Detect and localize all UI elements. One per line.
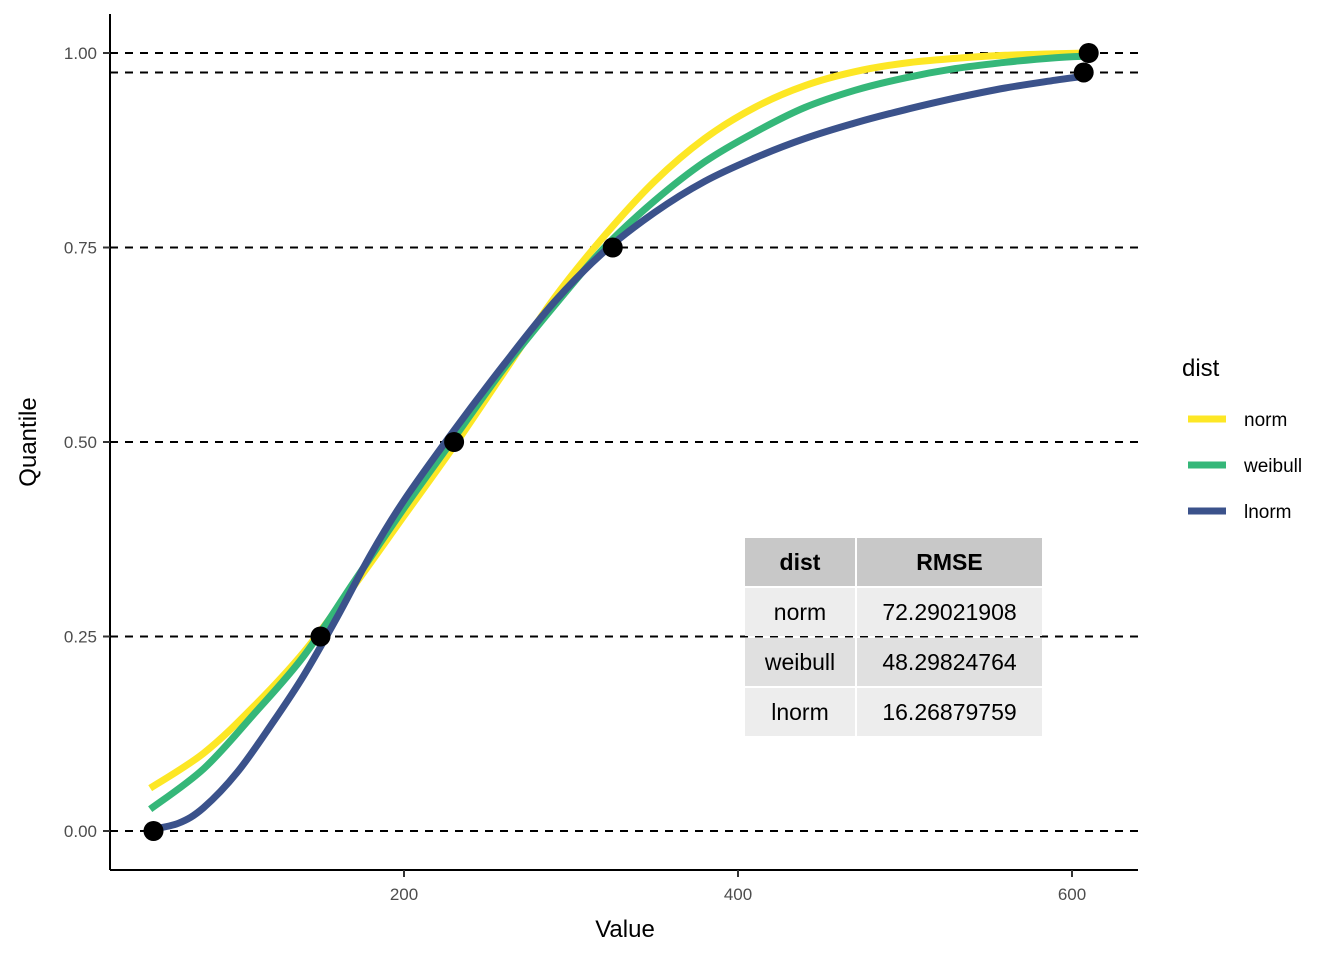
y-ticks: 0.00 0.25 0.50 0.75 1.00 [64, 44, 110, 841]
x-tick-label-1: 400 [724, 885, 752, 904]
legend-label-norm: norm [1244, 410, 1287, 431]
table-cell-r3-c0: lnorm [771, 699, 829, 725]
y-tick-label-0: 0.00 [64, 822, 97, 841]
table-cell-bg-r0-c0 [745, 538, 855, 586]
x-ticks: 200 400 600 [390, 870, 1086, 904]
table-cell-bg-r2-c0 [745, 638, 855, 686]
legend-label-lnorm: lnorm [1244, 502, 1292, 523]
data-point-1 [310, 626, 331, 647]
table-header-c1: RMSE [916, 549, 982, 575]
legend-title: dist [1182, 355, 1220, 382]
data-point-3 [602, 237, 623, 258]
y-axis-title: Quantile [15, 397, 42, 486]
table-cell-r3-c1: 16.26879759 [882, 699, 1016, 725]
table-cell-r2-c1: 48.29824764 [882, 649, 1017, 675]
data-point-4 [1073, 62, 1094, 83]
table-cell-bg-r2-c1 [857, 638, 1042, 686]
data-point-2 [444, 432, 465, 452]
y-tick-label-3: 0.75 [64, 239, 97, 258]
x-tick-label-2: 600 [1058, 885, 1086, 904]
quantile-points [143, 43, 1099, 841]
table-cell-r1-c1: 72.29021908 [882, 599, 1016, 625]
table-cell-r2-c0: weibull [764, 649, 835, 675]
y-tick-label-1: 0.25 [64, 628, 97, 647]
table-cell-r1-c0: norm [774, 599, 826, 625]
x-tick-label-0: 200 [390, 885, 418, 904]
reference-lines [110, 52, 1138, 832]
data-point-0 [143, 821, 164, 841]
table-cell-bg-r3-c1 [857, 688, 1042, 736]
series-line-lnorm [149, 72, 1085, 833]
table-cell-bg-r1-c1 [857, 588, 1042, 636]
legend-label-weibull: weibull [1243, 456, 1302, 477]
legend: dist norm weibull lnorm [1182, 355, 1302, 523]
table-cell-bg-r0-c1 [857, 538, 1042, 586]
rmse-table: dist RMSE norm 72.29021908 weibull 48.2982476… [745, 538, 1042, 736]
table-cell-bg-r3-c0 [745, 688, 855, 736]
table-cell-bg-r1-c0 [745, 588, 855, 636]
table-header-c0: dist [780, 549, 821, 575]
y-tick-label-4: 1.00 [64, 44, 97, 63]
y-tick-label-2: 0.50 [64, 433, 97, 452]
x-axis-title: Value [595, 916, 655, 943]
data-point-5 [1078, 43, 1099, 63]
